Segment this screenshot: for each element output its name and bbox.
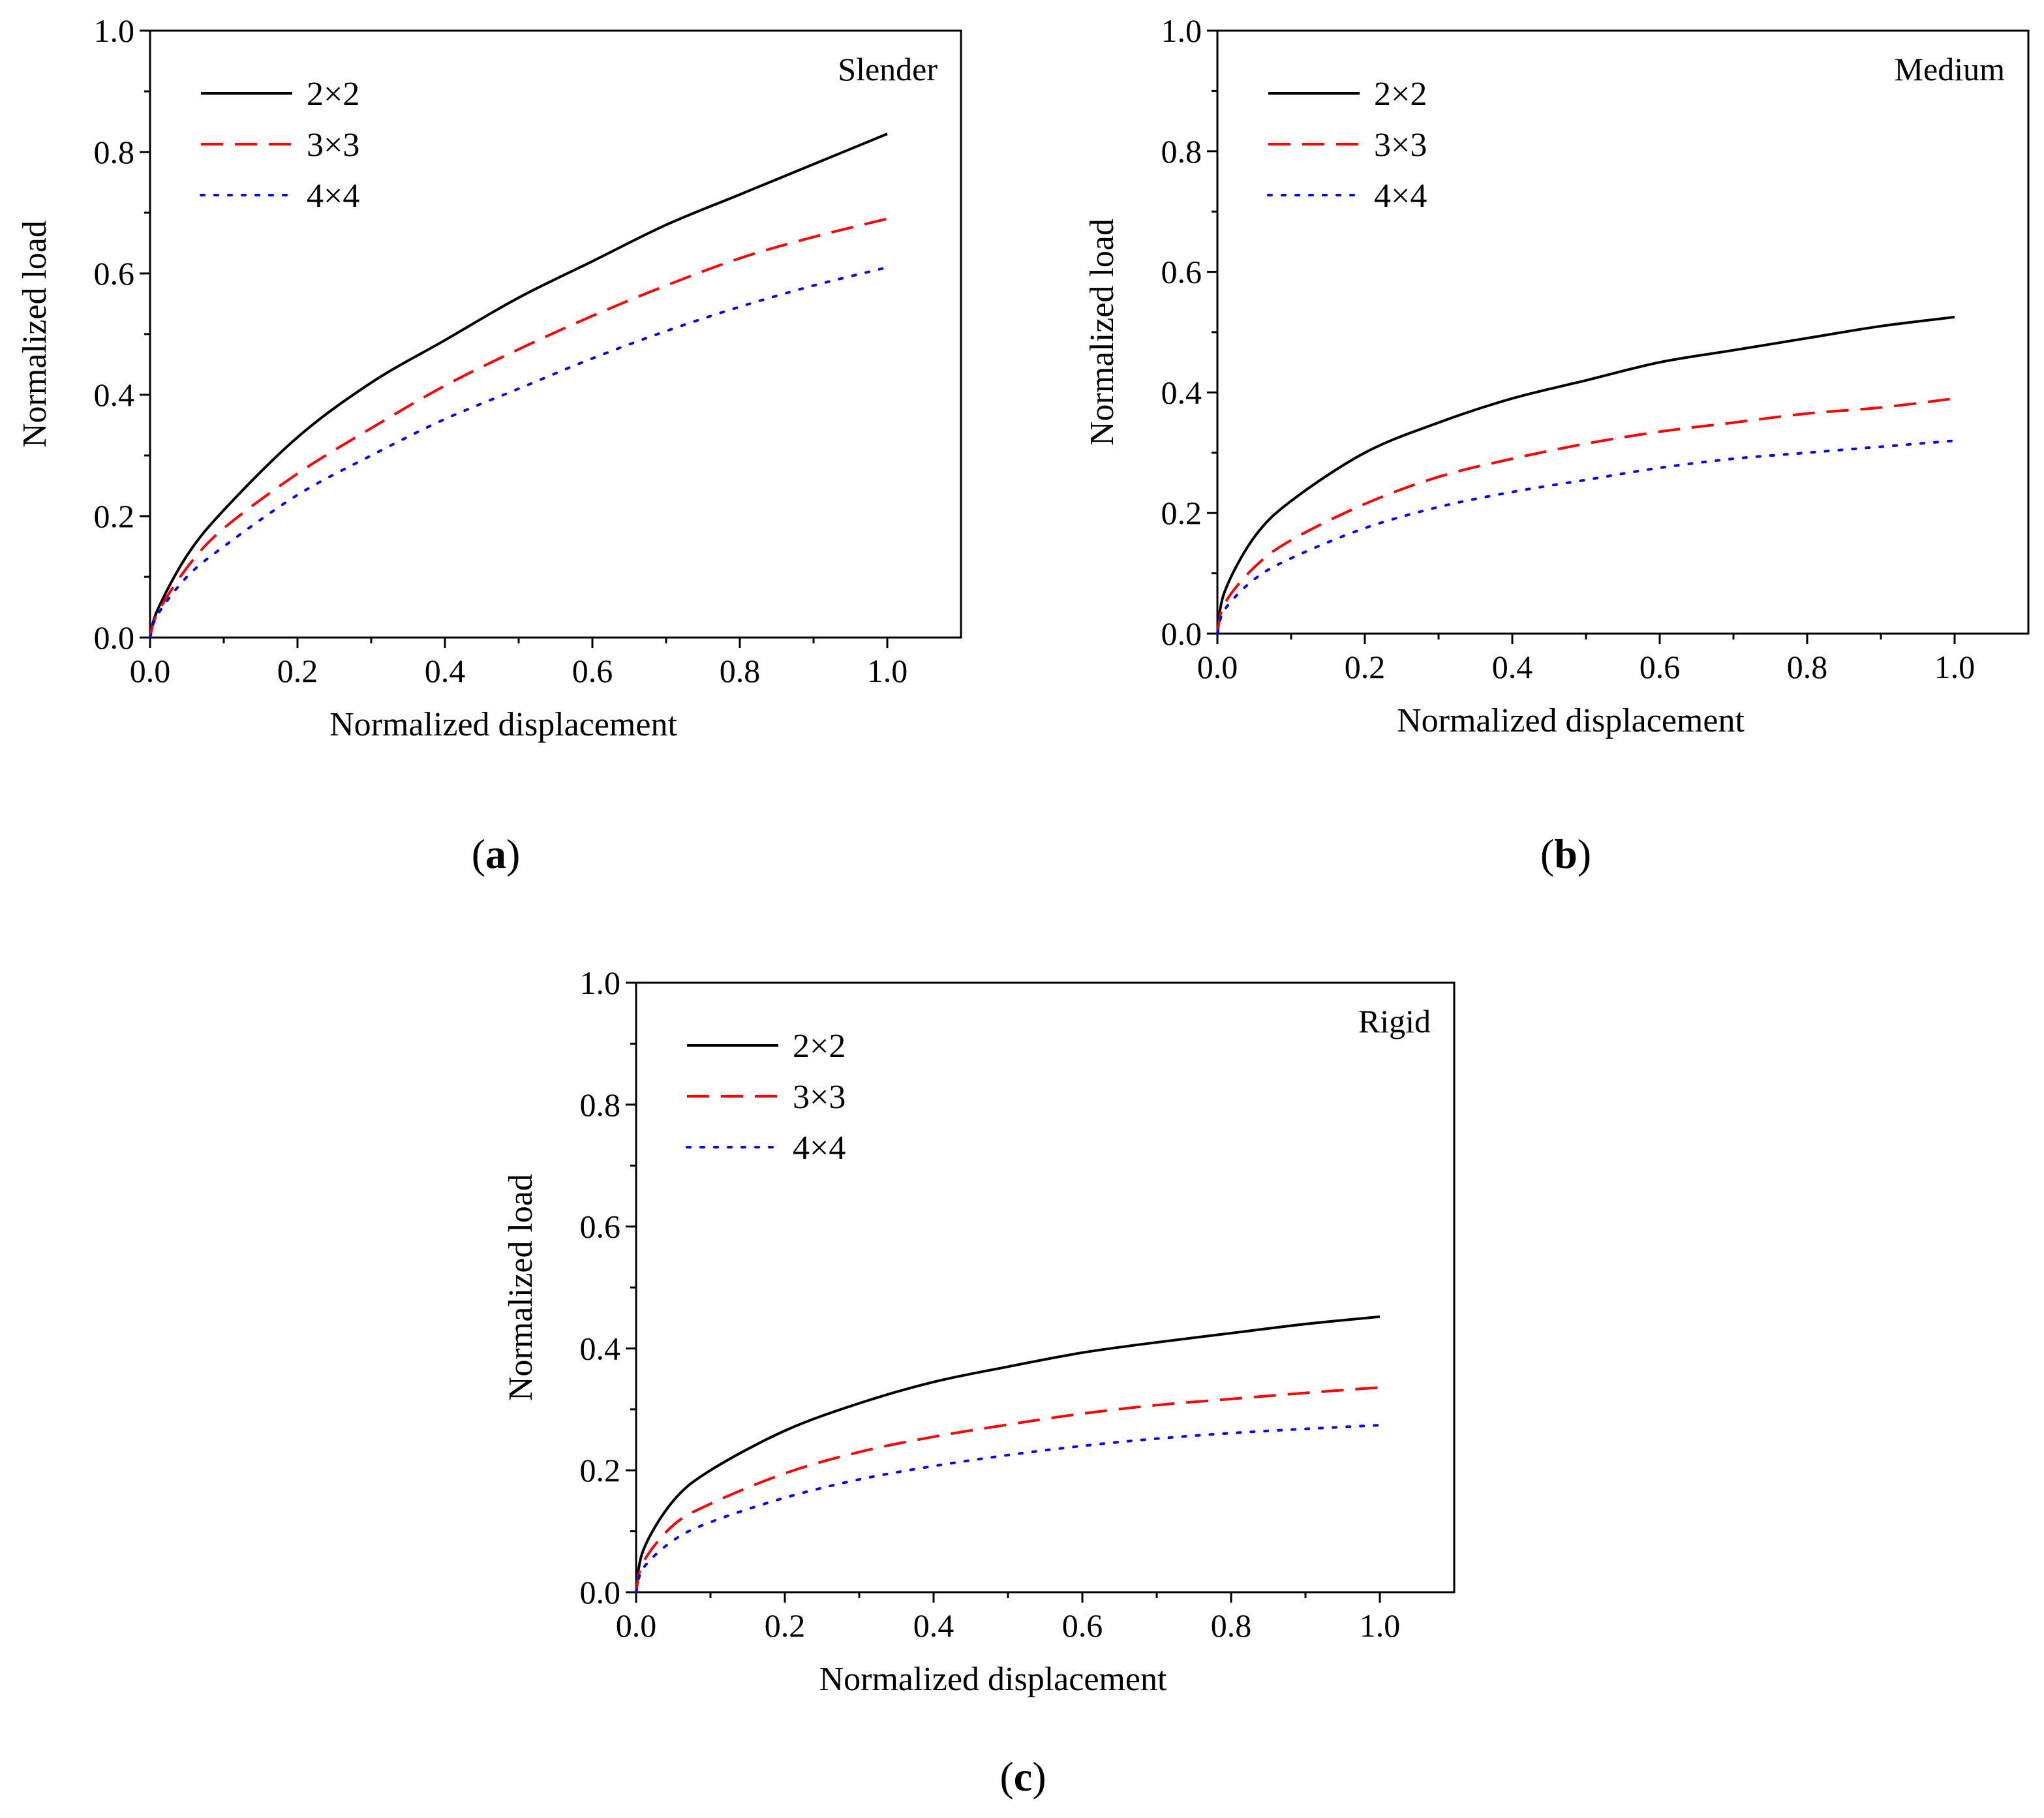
panel-c-y-tick-label: 0.6 — [580, 1209, 621, 1245]
panel-a-y-tick-label: 0.8 — [94, 134, 135, 170]
panel-b-series-line-4x4 — [1216, 439, 1956, 635]
panel-b-legend-label-3x3: 3×3 — [1374, 127, 1427, 164]
panel-b-x-tick-label: 0.8 — [1787, 649, 1828, 685]
panel-a-y-axis-label: Normalized load — [16, 221, 53, 448]
panel-b-y-tick-label: 0.6 — [1161, 254, 1202, 290]
panel-b-x-tick-label: 0.0 — [1197, 649, 1238, 685]
panel-c-annotation: Rigid — [1358, 1003, 1431, 1040]
panel-b-y-tick-label: 0.4 — [1161, 374, 1202, 410]
panel-c-legend-label-2x2: 2×2 — [793, 1028, 846, 1065]
panel-a-series-line-4x4 — [149, 266, 889, 639]
panel-c-y-tick-label: 1.0 — [580, 964, 621, 1001]
panel-a-x-axis-label: Normalized displacement — [329, 706, 677, 743]
panel-c-x-tick-label: 0.4 — [913, 1607, 954, 1644]
panel-c-caption-letter: c — [1014, 1753, 1032, 1800]
panel-a-series-line-2x2 — [149, 132, 888, 638]
panel-b-annotation: Medium — [1895, 51, 2006, 87]
panel-b-legend-label-2x2: 2×2 — [1374, 76, 1427, 113]
panel-c-y-tick-label: 0.4 — [580, 1330, 621, 1366]
panel-a-legend-label-2x2: 2×2 — [307, 76, 359, 113]
panel-b-x-tick-label: 0.2 — [1345, 649, 1386, 685]
panel-c-legend-label-4x4: 4×4 — [793, 1130, 846, 1167]
panel-c-x-axis-label: Normalized displacement — [819, 1661, 1167, 1698]
panel-c-x-tick-label: 0.0 — [616, 1607, 657, 1644]
panel-a-plot-frame — [149, 29, 962, 639]
panel-c-series-line-4x4 — [635, 1424, 1381, 1594]
panel-a-legend-label-4x4: 4×4 — [307, 177, 359, 215]
panel-b-y-tick-label: 0.8 — [1161, 133, 1202, 170]
panel-b-caption: (b) — [1540, 831, 1591, 877]
panel-b-caption-letter: b — [1554, 831, 1578, 877]
panel-a-y-tick-label: 0.4 — [94, 377, 135, 413]
panel-b-y-tick-label: 0.2 — [1161, 495, 1202, 531]
panel-b-series-line-2x2 — [1216, 315, 1955, 634]
panel-a-chart: 0.0 0.2 0.4 0.6 0.8 1.0 0.0 0.2 0.4 0.6 0.8 1.0 Norm… — [16, 12, 962, 743]
panel-a-x-tick-label: 1.0 — [867, 653, 908, 689]
panel-c-y-tick-label: 0.8 — [580, 1086, 621, 1123]
panel-a-x-tick-label: 0.2 — [277, 653, 318, 689]
panel-a-x-tick-label: 0.6 — [572, 653, 613, 689]
panel-a-y-tick-label: 0.2 — [94, 498, 135, 534]
panel-a-caption-letter: a — [485, 831, 506, 877]
panel-c-caption: (c) — [999, 1753, 1046, 1800]
panel-c-x-tick-label: 0.2 — [765, 1607, 806, 1644]
panel-c-y-tick-label: 0.0 — [580, 1574, 621, 1610]
panel-c-chart: 0.0 0.2 0.4 0.6 0.8 1.0 0.0 0.2 0.4 0.6 0.8 1.0 Norm… — [502, 964, 1456, 1698]
panel-b-x-tick-label: 1.0 — [1934, 649, 1975, 685]
panel-b-plot-frame — [1216, 29, 2030, 635]
panel-b-x-tick-label: 0.4 — [1492, 649, 1533, 685]
panel-b-y-tick-label: 1.0 — [1161, 12, 1202, 49]
panel-a-series-line-3x3 — [149, 217, 888, 638]
panel-b-y-axis-label: Normalized load — [1084, 219, 1121, 446]
panel-c-plot-frame — [635, 981, 1456, 1594]
panel-b-series-line-3x3 — [1216, 397, 1955, 634]
panel-c-y-tick-label: 0.2 — [580, 1452, 621, 1488]
panel-b-y-tick-label: 0.0 — [1161, 615, 1202, 652]
panel-a-annotation: Slender — [838, 51, 938, 87]
panel-a-y-tick-label: 0.0 — [94, 619, 135, 656]
panel-a-caption: (a) — [472, 831, 521, 877]
panel-c-y-axis-label: Normalized load — [502, 1174, 540, 1401]
panel-c-series-line-3x3 — [635, 1386, 1380, 1593]
panel-a-x-tick-label: 0.0 — [130, 653, 171, 689]
panel-a-y-tick-label: 0.6 — [94, 255, 135, 292]
panel-c-series-line-2x2 — [635, 1315, 1380, 1593]
panel-c-legend-label-3x3: 3×3 — [793, 1079, 846, 1116]
panel-b-x-tick-label: 0.6 — [1640, 649, 1681, 685]
panel-c-x-tick-label: 0.8 — [1211, 1607, 1252, 1644]
panel-c-x-tick-label: 1.0 — [1360, 1607, 1401, 1644]
panel-b-x-axis-label: Normalized displacement — [1397, 702, 1745, 739]
panel-a-x-tick-label: 0.8 — [720, 653, 761, 689]
panel-b-chart: 0.0 0.2 0.4 0.6 0.8 1.0 0.0 0.2 0.4 0.6 0.8 1.0 Norm… — [1084, 12, 2030, 739]
panel-b-legend-label-4x4: 4×4 — [1374, 177, 1427, 215]
panel-a-x-tick-label: 0.4 — [425, 653, 466, 689]
panel-a-legend-label-3x3: 3×3 — [307, 127, 359, 164]
panel-c-x-tick-label: 0.6 — [1062, 1607, 1103, 1644]
panel-a-y-tick-label: 1.0 — [94, 12, 135, 49]
